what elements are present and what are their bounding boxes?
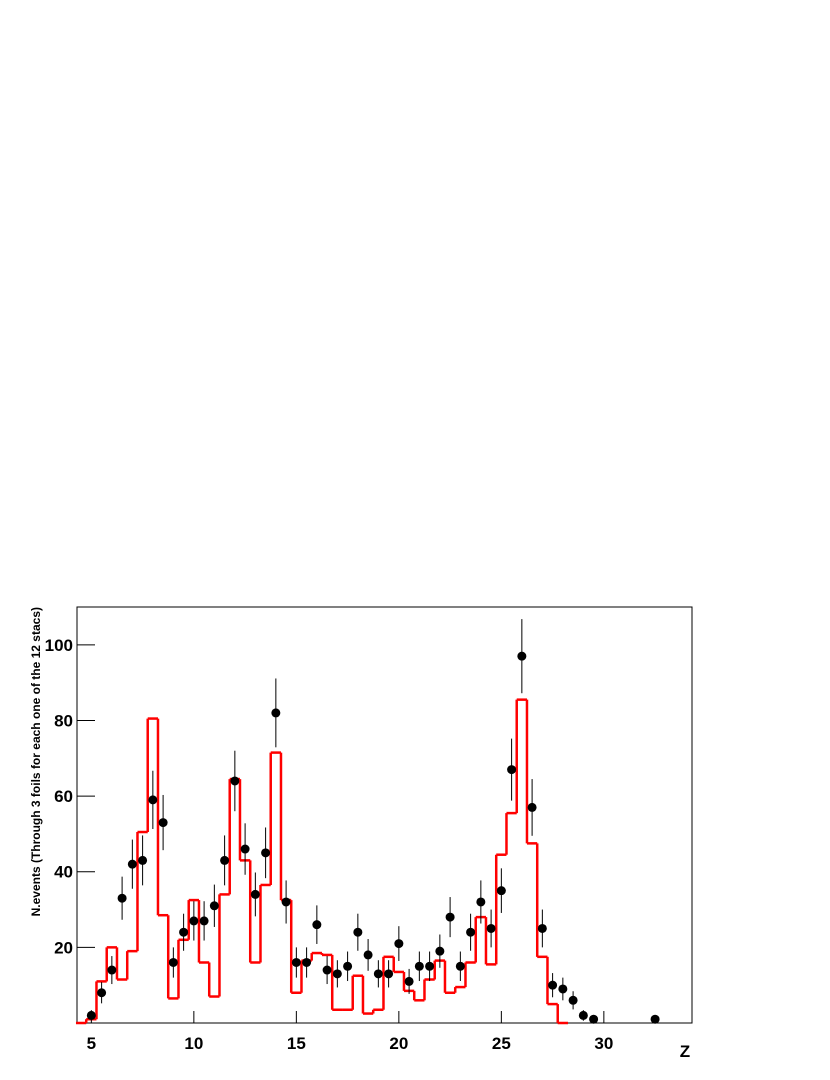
data-point: [455, 961, 465, 971]
y-tick-label: 80: [54, 711, 73, 730]
data-point: [445, 912, 455, 922]
data-point: [343, 961, 353, 971]
data-point: [168, 957, 178, 967]
x-axis-label: Z: [680, 1042, 690, 1061]
data-point: [404, 976, 414, 986]
data-point: [568, 995, 578, 1005]
data-point: [332, 969, 342, 979]
plot-frame: [76, 606, 693, 1024]
data-point: [558, 984, 568, 994]
data-point: [127, 859, 137, 869]
data-point: [97, 988, 107, 998]
data-point: [138, 855, 148, 865]
data-point: [302, 957, 312, 967]
x-tick-label: 25: [492, 1034, 511, 1053]
data-point: [476, 897, 486, 907]
data-point: [312, 920, 322, 930]
data-point: [486, 923, 496, 933]
data-point: [281, 897, 291, 907]
y-tick-label: 60: [54, 787, 73, 806]
data-point: [230, 776, 240, 786]
data-point: [353, 927, 363, 937]
data-point: [250, 889, 260, 899]
data-point: [117, 893, 127, 903]
x-tick-label: 5: [87, 1034, 96, 1053]
data-point: [107, 965, 117, 975]
data-point: [322, 965, 332, 975]
data-point: [537, 923, 547, 933]
x-tick-label: 30: [594, 1034, 613, 1053]
data-point: [425, 961, 435, 971]
data-point: [589, 1014, 599, 1024]
y-tick-label: 20: [54, 938, 73, 957]
data-point: [527, 802, 537, 812]
data-point: [507, 765, 517, 775]
data-point: [148, 795, 158, 805]
data-point: [209, 901, 219, 911]
y-tick-label: 100: [45, 636, 73, 655]
data-point: [271, 708, 281, 718]
data-point: [158, 818, 168, 828]
data-point: [435, 946, 445, 956]
data-point: [548, 980, 558, 990]
x-tick-label: 10: [184, 1034, 203, 1053]
data-point: [363, 950, 373, 960]
data-point: [240, 844, 250, 854]
data-point: [650, 1014, 660, 1024]
y-axis-label: N.events (Through 3 foils for each one o…: [29, 607, 43, 916]
data-point: [414, 961, 424, 971]
data-point: [291, 957, 301, 967]
data-point: [199, 916, 209, 926]
data-point: [86, 1010, 96, 1020]
data-point: [394, 939, 404, 949]
data-point: [179, 927, 189, 937]
data-point: [466, 927, 476, 937]
data-point: [189, 916, 199, 926]
data-point: [261, 848, 271, 858]
data-point: [578, 1010, 588, 1020]
data-point: [517, 651, 527, 661]
y-tick-label: 40: [54, 863, 73, 882]
data-point: [220, 855, 230, 865]
data-point: [373, 969, 383, 979]
data-point: [496, 886, 506, 896]
x-tick-label: 15: [287, 1034, 306, 1053]
x-tick-label: 20: [389, 1034, 408, 1053]
data-point: [384, 969, 394, 979]
